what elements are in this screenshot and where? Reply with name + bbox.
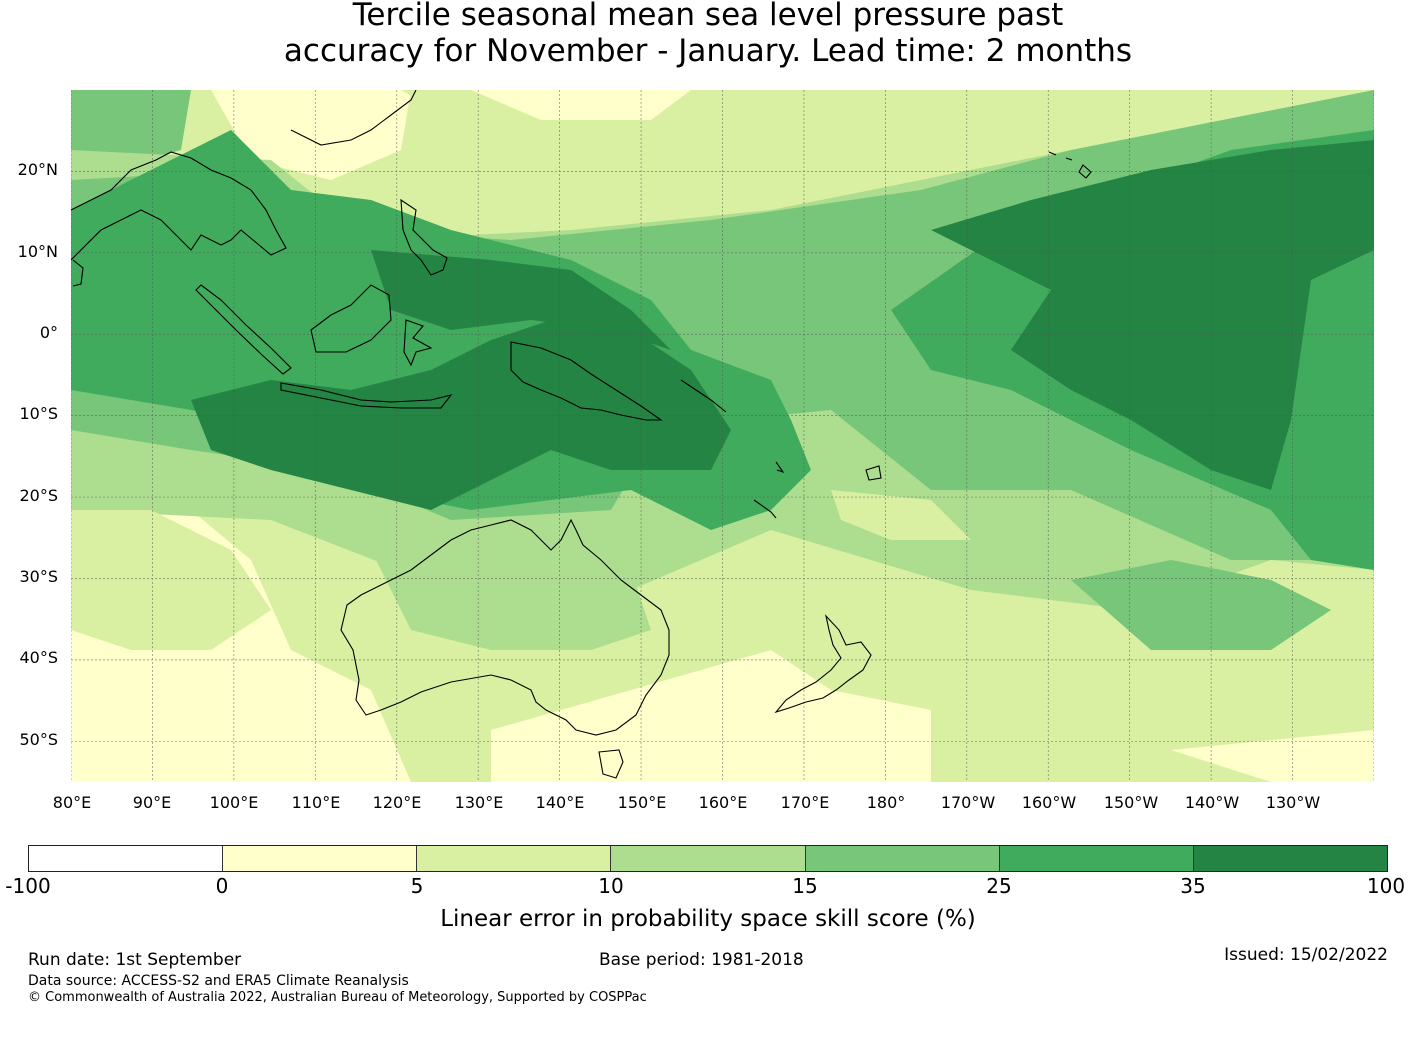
lat-label-0: 0° <box>39 323 58 342</box>
colorbar-label: Linear error in probability space skill … <box>440 906 976 932</box>
map-title-line-2: accuracy for November - January. Lead ti… <box>283 33 1133 69</box>
lat-label-10s: 10°S <box>19 404 58 423</box>
lon-label-170e: 170°E <box>780 793 830 812</box>
map-title-line-1: Tercile seasonal mean sea level pressure… <box>352 0 1064 33</box>
lat-label-40s: 40°S <box>19 648 58 667</box>
data-source: Data source: ACCESS-S2 and ERA5 Climate … <box>28 973 409 989</box>
coastlines <box>71 90 1092 779</box>
lat-label-10n: 10°N <box>17 242 58 261</box>
colorbar <box>28 845 1388 872</box>
colorbar-segment <box>1193 846 1387 871</box>
lon-label-150e: 150°E <box>617 793 667 812</box>
colorbar-segment <box>29 846 224 871</box>
base-period: Base period: 1981-2018 <box>599 950 804 970</box>
lon-label-90e: 90°E <box>132 793 172 812</box>
lon-label-80e: 80°E <box>52 793 92 812</box>
colorbar-tick: 5 <box>410 874 424 898</box>
lon-label-110e: 110°E <box>291 793 341 812</box>
colorbar-tick: 0 <box>215 874 229 898</box>
lat-label-20s: 20°S <box>19 486 58 505</box>
colorbar-segment <box>223 846 418 871</box>
lon-label-180: 180° <box>866 793 906 812</box>
colorbar-tick: -100 <box>5 874 51 898</box>
skill-score-map <box>71 90 1374 782</box>
lat-label-30s: 30°S <box>19 567 58 586</box>
colorbar-segment <box>417 846 612 871</box>
colorbar-segment <box>611 846 806 871</box>
colorbar-tick: 15 <box>792 874 818 898</box>
lat-label-50s: 50°S <box>19 730 58 749</box>
lon-label-150w: 150°W <box>1103 793 1159 812</box>
colorbar-tick: 10 <box>598 874 624 898</box>
colorbar-tick: 35 <box>1180 874 1206 898</box>
lat-label-20n: 20°N <box>17 160 58 179</box>
colorbar-segment <box>999 846 1194 871</box>
colorbar-segment <box>805 846 1000 871</box>
lon-label-160e: 160°E <box>698 793 748 812</box>
lon-label-130w: 130°W <box>1265 793 1321 812</box>
issued-date: Issued: 15/02/2022 <box>1224 945 1388 965</box>
lon-label-160w: 160°W <box>1021 793 1077 812</box>
lon-label-140e: 140°E <box>535 793 585 812</box>
colorbar-tick: 25 <box>986 874 1012 898</box>
lat-lon-gridlines <box>71 90 1374 782</box>
lon-label-130e: 130°E <box>454 793 504 812</box>
lon-label-100e: 100°E <box>209 793 259 812</box>
lon-label-120e: 120°E <box>372 793 422 812</box>
lon-label-170w: 170°W <box>940 793 996 812</box>
lon-label-140w: 140°W <box>1184 793 1240 812</box>
run-date: Run date: 1st September <box>28 950 242 970</box>
colorbar-tick: 100 <box>1366 874 1406 898</box>
copyright-notice: © Commonwealth of Australia 2022, Austra… <box>28 990 647 1005</box>
